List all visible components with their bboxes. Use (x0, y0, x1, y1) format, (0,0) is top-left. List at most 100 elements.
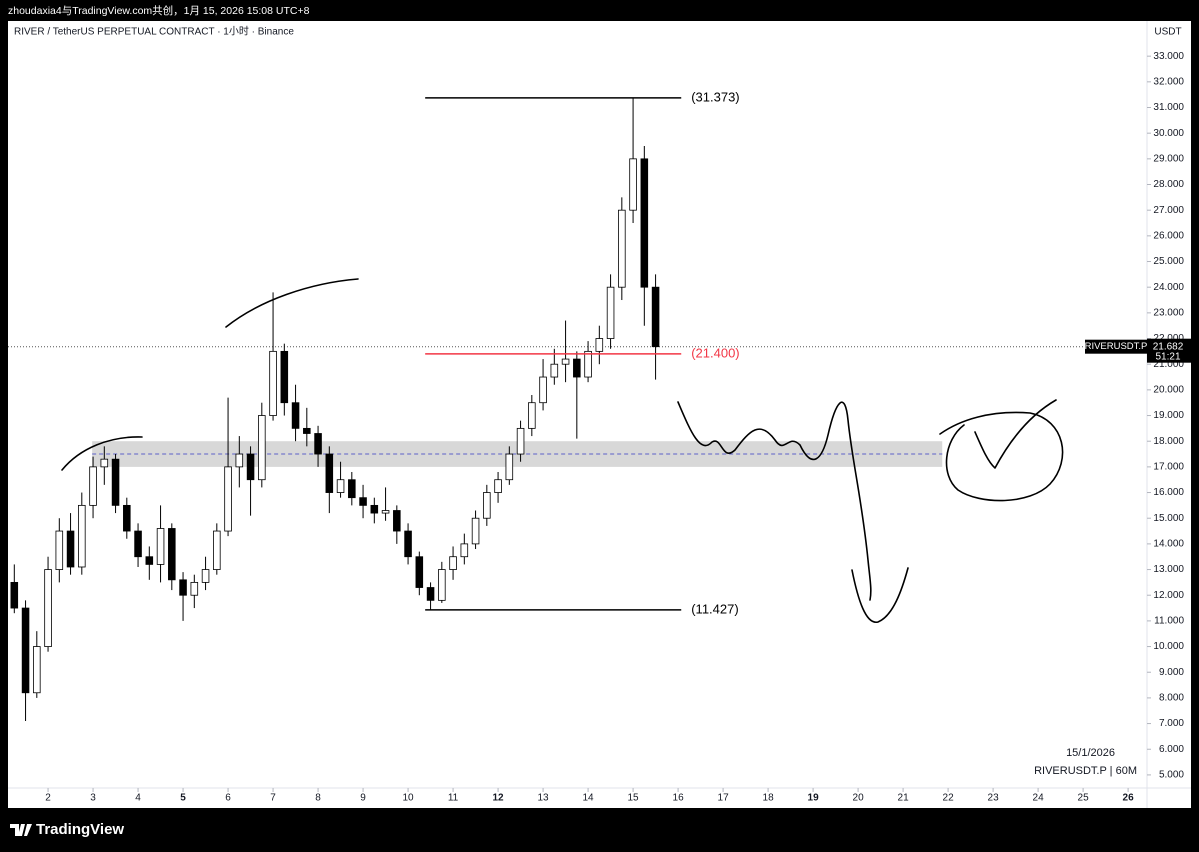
candle-body (314, 433, 322, 455)
y-tick-label: 8.000 (1159, 693, 1184, 704)
candle-body (134, 530, 142, 558)
y-tick-label: 26.000 (1153, 230, 1184, 241)
y-tick-label: 33.000 (1153, 51, 1184, 62)
candle-body (415, 556, 424, 588)
candle-body (629, 158, 637, 211)
logo: TradingView (10, 821, 124, 838)
x-tick-label: 14 (583, 793, 595, 804)
y-tick-label: 5.000 (1159, 770, 1184, 781)
level-label: (21.400) (691, 345, 739, 360)
candle-body (145, 556, 154, 565)
y-tick-label: 13.000 (1153, 564, 1184, 575)
y-tick-label: 6.000 (1159, 744, 1184, 755)
y-tick-label: 9.000 (1159, 667, 1184, 678)
y-tick-label: 31.000 (1153, 102, 1184, 113)
x-tick-label: 16 (673, 793, 685, 804)
candle-body (10, 581, 19, 609)
y-tick-label: 21.000 (1153, 359, 1184, 370)
x-tick-label: 8 (315, 793, 321, 804)
x-tick-label: 18 (763, 793, 775, 804)
y-tick-label: 18.000 (1153, 436, 1184, 447)
candle-body (348, 479, 356, 499)
candle-body (55, 530, 64, 570)
y-tick-label: 25.000 (1153, 256, 1184, 267)
candle-body (460, 543, 469, 558)
candle-body (359, 497, 367, 506)
candle-body (303, 427, 311, 434)
candle-body (651, 286, 660, 348)
candle-body (584, 350, 592, 378)
candle-body (33, 646, 41, 694)
candle-body (291, 402, 300, 429)
x-tick-label: 6 (225, 793, 231, 804)
x-tick-label: 25 (1078, 793, 1090, 804)
candle-body (381, 510, 390, 514)
candle-body (89, 466, 97, 506)
candle-body (269, 350, 277, 416)
candle-body (258, 415, 266, 481)
candle-body (78, 504, 86, 568)
logo-text: TradingView (36, 821, 124, 838)
level-label: (31.373) (691, 89, 739, 104)
candle-body (224, 466, 232, 532)
chart-title: RIVER / TetherUS PERPETUAL CONTRACT · 1小… (14, 26, 294, 38)
x-tick-label: 7 (270, 793, 276, 804)
x-tick-label: 3 (90, 793, 96, 804)
x-tick-label: 13 (538, 793, 550, 804)
y-tick-label: 19.000 (1153, 410, 1184, 421)
x-tick-label: 20 (853, 793, 865, 804)
candle-body (280, 350, 289, 404)
candle-body (618, 209, 626, 288)
candle-body (606, 286, 615, 339)
x-tick-label: 24 (1033, 793, 1045, 804)
x-tick-label: 17 (718, 793, 730, 804)
plot-background (8, 21, 1191, 808)
y-tick-label: 16.000 (1153, 487, 1184, 498)
candle-body (201, 569, 210, 583)
x-tick-label: 23 (988, 793, 1000, 804)
price-tag (1147, 338, 1191, 363)
interval-note: RIVERUSDT.P | 60M (1034, 765, 1137, 777)
candle-body (156, 528, 165, 565)
y-tick-label: 12.000 (1153, 590, 1184, 601)
candle-body (66, 530, 75, 568)
level-label: (11.427) (691, 601, 738, 616)
price-label: 21.682 (1153, 341, 1184, 352)
y-tick-label: 32.000 (1153, 76, 1184, 87)
y-tick-label: 15.000 (1153, 513, 1184, 524)
ticker-tag (1085, 339, 1147, 354)
candle-body (550, 363, 559, 378)
candle-body (393, 510, 401, 532)
x-tick-label: 9 (360, 793, 366, 804)
candle-body (404, 530, 412, 558)
x-tick-label: 10 (403, 793, 415, 804)
x-tick-label: 26 (1123, 793, 1135, 804)
candle-body (325, 453, 334, 493)
y-tick-label: 11.000 (1154, 616, 1184, 627)
candle-body (483, 492, 491, 519)
y-tick-label: 30.000 (1153, 128, 1184, 139)
candle-body (561, 358, 570, 365)
y-tick-label: 22.000 (1153, 333, 1184, 344)
candle-body (426, 587, 435, 601)
date-note: 15/1/2026 (1066, 747, 1115, 759)
candle-body (494, 479, 502, 493)
candle-body (573, 358, 581, 378)
x-tick-label: 12 (493, 793, 505, 804)
y-tick-label: 29.000 (1153, 153, 1184, 164)
header: zhoudaxia4与TradingView.com共创，1月 15, 2026… (8, 4, 310, 17)
candle-body (246, 453, 255, 481)
y-tick-label: 10.000 (1153, 641, 1184, 652)
ticker-label: RIVERUSDT.P (1085, 341, 1148, 352)
candle-body (123, 504, 131, 532)
candle-body (595, 338, 604, 352)
y-tick-label: 20.000 (1153, 385, 1184, 396)
y-tick-label: 7.000 (1159, 718, 1184, 729)
y-tick-label: 23.000 (1153, 308, 1184, 319)
candle-body (336, 479, 345, 493)
x-tick-label: 21 (898, 793, 910, 804)
candle-body (516, 427, 525, 455)
candle-body (471, 517, 480, 545)
x-tick-label: 15 (628, 793, 640, 804)
